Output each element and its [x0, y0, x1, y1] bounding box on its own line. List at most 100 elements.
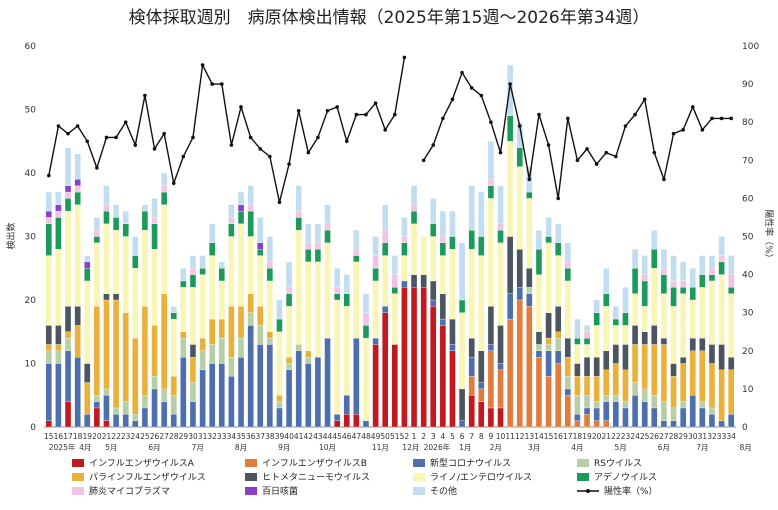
- bar-segment: [564, 395, 571, 428]
- legend-swatch: [72, 487, 84, 495]
- x-tick-label: 7: [469, 432, 474, 441]
- x-tick-label: 49: [371, 432, 381, 441]
- bar-segment: [266, 344, 273, 428]
- bar-segment: [708, 363, 716, 409]
- bar-segment: [45, 255, 52, 326]
- bar-segment: [218, 280, 225, 320]
- month-label: 5月: [615, 443, 627, 452]
- bar-segment: [372, 344, 379, 428]
- bar-segment: [334, 420, 341, 428]
- bar-segment: [728, 287, 735, 294]
- x-tick-label: 25: [140, 432, 150, 441]
- bar-segment: [218, 261, 225, 269]
- bar-segment: [74, 204, 81, 307]
- bar-segment: [209, 363, 216, 428]
- bar-segment: [487, 141, 495, 180]
- positive-rate-point: [652, 150, 657, 155]
- bar-segment: [699, 255, 706, 275]
- x-tick-label: 13: [525, 432, 535, 441]
- bar-segment: [631, 344, 639, 383]
- month-label: 1月: [459, 443, 471, 452]
- bar-segment: [382, 242, 389, 256]
- positive-rate-point: [623, 124, 628, 128]
- legend-label: インフルエンザウイルスB: [262, 458, 367, 469]
- bar-segment: [237, 204, 245, 212]
- bar-segment: [468, 376, 475, 396]
- bar-segment: [218, 318, 225, 339]
- bar-segment: [247, 236, 254, 294]
- bar-segment: [708, 344, 716, 364]
- bar-segment: [353, 261, 360, 339]
- bar-segment: [458, 242, 466, 301]
- positive-rate-point: [450, 97, 455, 102]
- bar-segment: [64, 350, 72, 402]
- bar-segment: [305, 363, 312, 428]
- bar-segment: [708, 414, 716, 428]
- legend-label: アデノウイルス: [594, 471, 657, 483]
- bar-segment: [161, 401, 168, 428]
- bar-segment: [699, 407, 706, 428]
- x-tick-label: 6: [460, 432, 465, 441]
- bar-segment: [430, 299, 437, 307]
- bar-segment: [103, 223, 110, 294]
- bar-segment: [574, 344, 581, 364]
- bar-segment: [593, 325, 600, 358]
- bar-segment: [161, 388, 168, 402]
- bar-segment: [199, 274, 206, 339]
- bar-segment: [555, 223, 562, 244]
- bar-segment: [180, 356, 187, 428]
- month-label: 9月: [278, 443, 290, 452]
- bar-segment: [516, 287, 523, 301]
- x-tick-label: 45: [332, 432, 342, 441]
- bar-segment: [122, 236, 129, 313]
- bar-segment: [622, 325, 629, 345]
- positive-rate-point: [594, 162, 599, 166]
- bar-segment: [314, 223, 322, 244]
- x-tick-label: 14: [534, 432, 544, 441]
- bar-segment: [535, 331, 543, 345]
- positive-rate-point: [479, 93, 484, 98]
- bar-segment: [651, 395, 658, 409]
- y2-tick-label: 10: [742, 385, 754, 395]
- positive-rate-point: [162, 131, 166, 136]
- bar-segment: [353, 337, 360, 415]
- bar-segment: [237, 223, 245, 307]
- bar-segment: [574, 318, 581, 339]
- month-label: 4月: [571, 443, 583, 452]
- bar-segment: [708, 255, 716, 269]
- bar-segment: [151, 217, 158, 224]
- bar-segment: [237, 191, 245, 205]
- bar-segment: [622, 369, 629, 402]
- bar-segment: [74, 185, 81, 193]
- bar-segment: [132, 420, 139, 428]
- bar-segment: [103, 210, 110, 224]
- bar-segment: [401, 236, 408, 243]
- bar-segment: [276, 395, 283, 402]
- bar-segment: [641, 280, 648, 307]
- bar-segment: [612, 318, 619, 326]
- x-tick-label: 22: [111, 432, 121, 441]
- bar-segment: [660, 249, 668, 269]
- bar-segment: [487, 306, 495, 345]
- bar-segment: [209, 255, 216, 320]
- bar-segment: [718, 261, 725, 275]
- positive-rate-line: [423, 71, 732, 199]
- bar-segment: [430, 306, 437, 428]
- positive-rate-point: [268, 154, 272, 159]
- bar-segment: [93, 395, 100, 402]
- legend-swatch: [245, 459, 257, 467]
- bar-segment: [458, 388, 466, 421]
- bar-segment: [295, 217, 302, 231]
- positive-rate-point: [671, 131, 676, 136]
- x-tick-label: 23: [621, 432, 631, 441]
- legend-label: その他: [430, 485, 457, 497]
- positive-rate-point: [133, 143, 138, 147]
- bar-segment: [180, 337, 187, 358]
- bar-segment: [699, 287, 706, 339]
- bar-segment: [689, 268, 696, 288]
- positive-rate-line: [48, 57, 406, 203]
- bar-segment: [237, 337, 245, 358]
- positive-rate-point: [537, 112, 541, 117]
- positive-rate-point: [642, 97, 647, 102]
- bar-segment: [689, 287, 696, 301]
